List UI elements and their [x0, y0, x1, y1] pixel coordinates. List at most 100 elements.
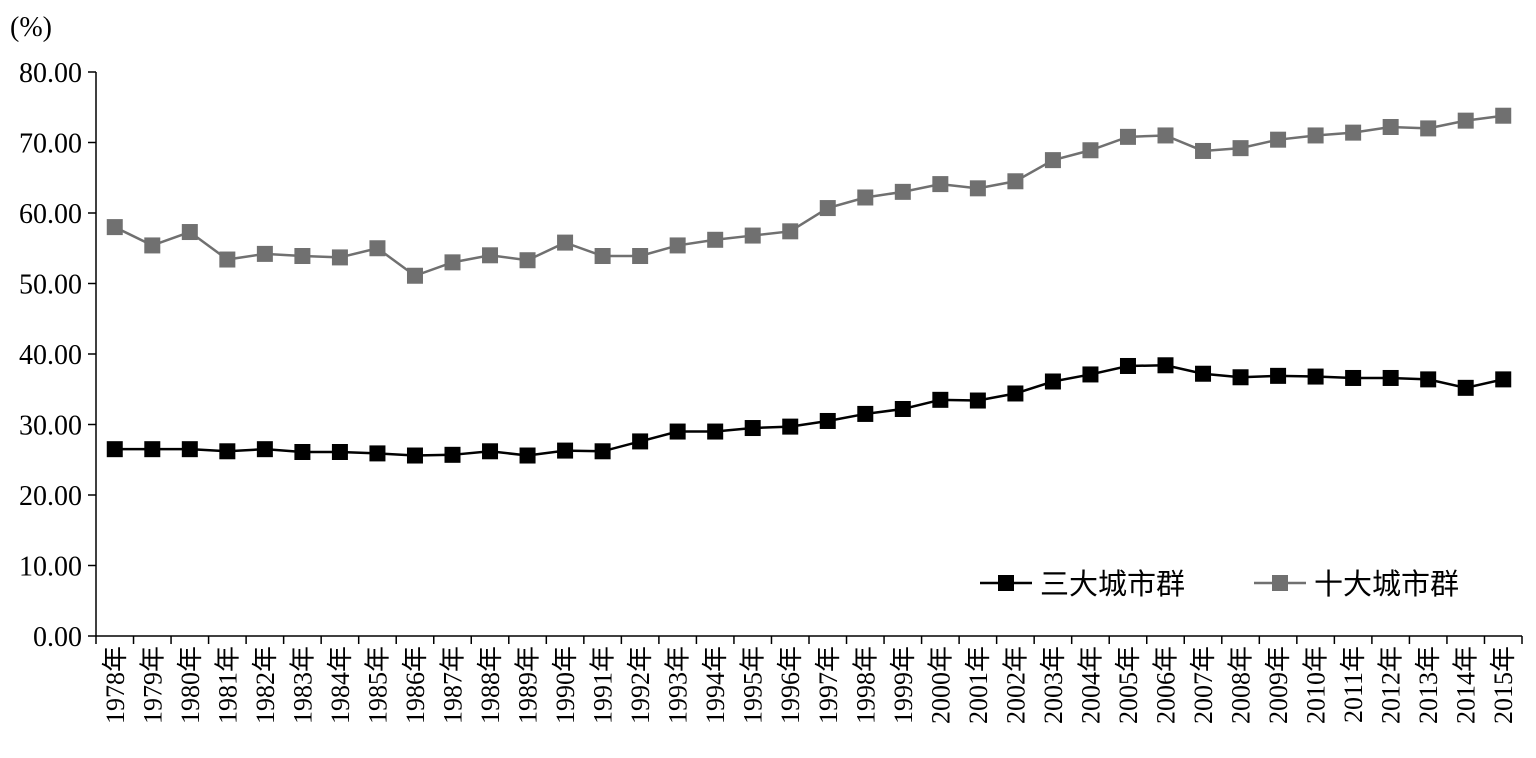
x-tick-label: 1989年 [514, 646, 543, 724]
x-tick-label: 1987年 [439, 646, 468, 724]
x-tick-label: 1996年 [776, 646, 805, 724]
data-point [144, 441, 161, 458]
data-point [1232, 369, 1249, 386]
data-point [294, 443, 311, 460]
data-point [669, 237, 686, 254]
x-tick-label: 1992年 [626, 646, 655, 724]
data-point [1270, 367, 1287, 384]
x-tick-label: 2004年 [1076, 646, 1105, 724]
data-point [444, 254, 461, 271]
data-point [707, 231, 724, 248]
x-tick-label: 2015年 [1489, 646, 1518, 724]
data-point [557, 442, 574, 459]
data-point [1270, 131, 1287, 148]
data-point [444, 446, 461, 463]
x-tick-label: 1986年 [401, 646, 430, 724]
data-point [1457, 112, 1474, 129]
y-tick-label: 10.00 [19, 552, 82, 583]
y-tick-label: 80.00 [19, 58, 82, 89]
data-point [1307, 368, 1324, 385]
data-point [594, 443, 611, 460]
x-tick-label: 2013年 [1414, 646, 1443, 724]
data-point [632, 248, 649, 265]
data-point [1082, 142, 1099, 159]
data-point [1119, 128, 1136, 145]
data-point [1420, 371, 1437, 388]
data-point [1382, 118, 1399, 135]
y-tick-label: 50.00 [19, 270, 82, 301]
y-tick-label: 70.00 [19, 129, 82, 160]
data-point [1382, 369, 1399, 386]
data-point [669, 423, 686, 440]
x-tick-label: 2010年 [1302, 646, 1331, 724]
x-tick-label: 2005年 [1114, 646, 1143, 724]
data-point [406, 447, 423, 464]
data-point [219, 443, 236, 460]
y-tick-label: 30.00 [19, 411, 82, 442]
data-point [1457, 379, 1474, 396]
data-point [744, 420, 761, 437]
data-point [819, 200, 836, 217]
data-point [1007, 173, 1024, 190]
data-point [1345, 124, 1362, 141]
y-tick-label: 20.00 [19, 481, 82, 512]
x-tick-label: 1999年 [889, 646, 918, 724]
data-point [1195, 365, 1212, 382]
x-tick-label: 1979年 [138, 646, 167, 724]
data-point [782, 223, 799, 240]
data-point [1044, 373, 1061, 390]
data-point [519, 252, 536, 269]
data-point [369, 240, 386, 257]
data-point [894, 183, 911, 200]
data-point [482, 247, 499, 264]
data-point [1157, 357, 1174, 374]
data-point [219, 251, 236, 268]
y-tick-label: 40.00 [19, 340, 82, 371]
data-point [1232, 140, 1249, 157]
x-tick-label: 2000年 [926, 646, 955, 724]
data-point [1495, 371, 1512, 388]
data-point [1195, 142, 1212, 159]
data-point [557, 234, 574, 251]
x-tick-label: 1978年 [101, 646, 130, 724]
x-tick-label: 1997年 [814, 646, 843, 724]
x-tick-label: 1995年 [739, 646, 768, 724]
data-point [1345, 369, 1362, 386]
x-tick-label: 1981年 [213, 646, 242, 724]
legend-label: 三大城市群 [1040, 567, 1185, 601]
x-tick-label: 2009年 [1264, 646, 1293, 724]
legend-entry: 十大城市群 [1254, 567, 1459, 601]
data-point [1420, 120, 1437, 137]
data-point [181, 224, 198, 241]
legend-marker [998, 575, 1014, 591]
data-point [594, 248, 611, 265]
data-point [782, 418, 799, 435]
data-point [969, 392, 986, 409]
data-point [1044, 152, 1061, 169]
series-1 [106, 357, 1512, 464]
data-point [707, 423, 724, 440]
data-point [106, 441, 123, 458]
data-point [1119, 357, 1136, 374]
data-point [894, 400, 911, 417]
data-point [819, 412, 836, 429]
data-point [294, 248, 311, 265]
data-point [932, 176, 949, 193]
data-point [406, 267, 423, 284]
x-tick-label: 2006年 [1152, 646, 1181, 724]
data-point [969, 180, 986, 197]
y-axis: 0.00 10.00 20.00 30.00 40.00 50.00 60.00 70.00 8… [19, 58, 97, 653]
data-point [369, 445, 386, 462]
data-point [632, 433, 649, 450]
x-tick-label: 2014年 [1452, 646, 1481, 724]
data-point [144, 237, 161, 254]
data-point [331, 249, 348, 266]
x-tick-label: 1993年 [664, 646, 693, 724]
x-tick-label: 1982年 [251, 646, 280, 724]
x-tick-label: 2012年 [1377, 646, 1406, 724]
x-tick-label: 1998年 [851, 646, 880, 724]
x-tick-label: 2008年 [1227, 646, 1256, 724]
series-2 [106, 107, 1512, 284]
series-line [114, 364, 1504, 457]
